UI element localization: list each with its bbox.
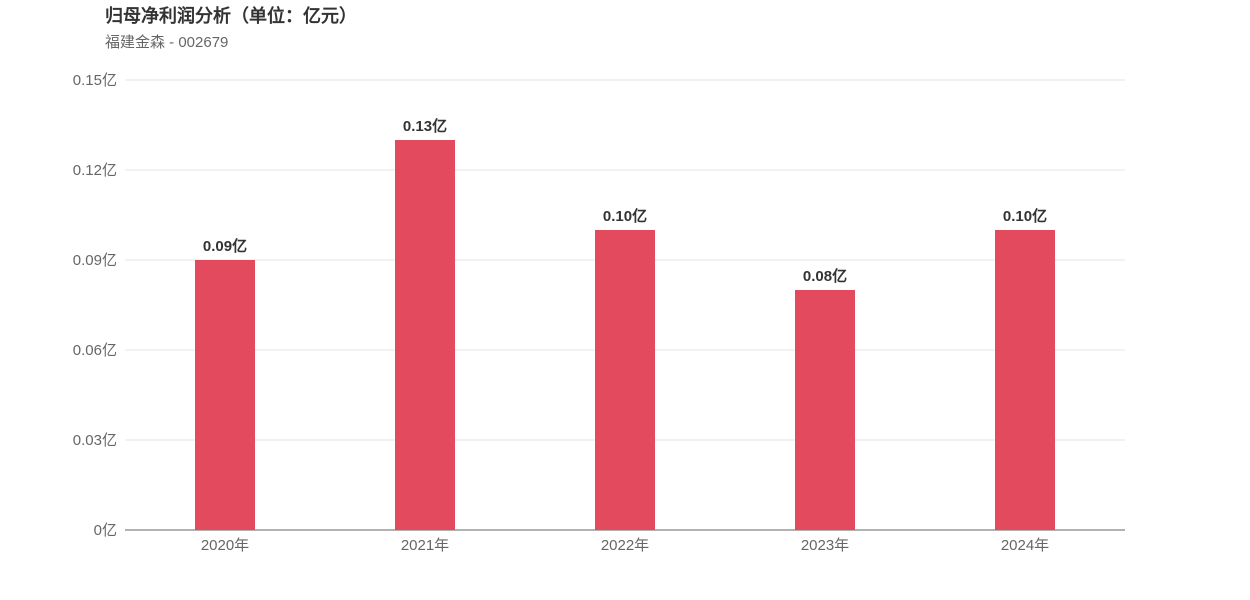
x-tick-label: 2021年 xyxy=(401,537,449,554)
x-tick-label: 2023年 xyxy=(801,537,849,554)
y-tick-label: 0.12亿 xyxy=(73,162,117,179)
y-tick-label: 0.06亿 xyxy=(73,342,117,359)
data-label: 0.10亿 xyxy=(603,207,647,225)
y-tick-label: 0.09亿 xyxy=(73,252,117,269)
y-tick-label: 0亿 xyxy=(94,522,117,539)
y-tick-label: 0.03亿 xyxy=(73,432,117,449)
data-label: 0.13亿 xyxy=(403,117,447,135)
data-label: 0.08亿 xyxy=(803,267,847,285)
bar-2021年 xyxy=(395,140,455,530)
bar-2022年 xyxy=(595,230,655,530)
y-tick-label: 0.15亿 xyxy=(73,72,117,89)
x-tick-label: 2020年 xyxy=(201,537,249,554)
data-label: 0.10亿 xyxy=(1003,207,1047,225)
x-tick-label: 2024年 xyxy=(1001,537,1049,554)
bar-2024年 xyxy=(995,230,1055,530)
bar-2023年 xyxy=(795,290,855,530)
data-label: 0.09亿 xyxy=(203,237,247,255)
bar-2020年 xyxy=(195,260,255,530)
chart-subtitle: 福建金森 - 002679 xyxy=(105,34,229,51)
x-tick-label: 2022年 xyxy=(601,537,649,554)
chart-title: 归母净利润分析（单位：亿元） xyxy=(105,6,357,26)
